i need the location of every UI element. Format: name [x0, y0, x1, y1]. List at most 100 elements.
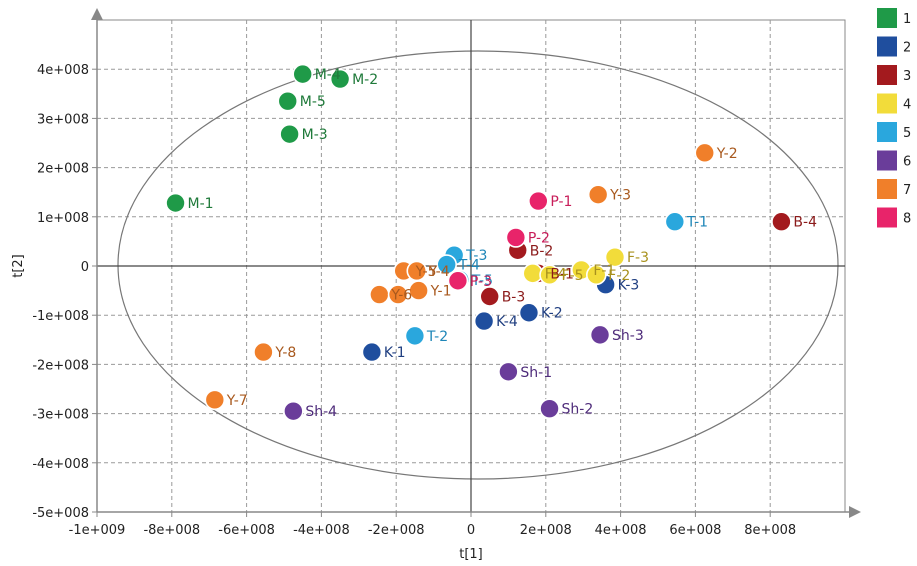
- point-label: F-4: [545, 266, 567, 282]
- y-tick-label: -3e+008: [32, 408, 89, 423]
- data-point: [473, 310, 495, 332]
- y-axis-arrow: [91, 8, 103, 20]
- legend-swatch: [877, 93, 897, 114]
- data-point: [528, 190, 549, 212]
- x-axis-arrow: [849, 506, 861, 518]
- legend-swatch: [877, 150, 897, 171]
- data-points: [165, 63, 792, 422]
- point-label: Y-1: [430, 284, 452, 300]
- y-tick-label: -5e+008: [32, 506, 89, 521]
- point-label: T-2: [426, 329, 448, 345]
- x-tick-label: 0: [467, 523, 475, 538]
- legend-label: 4: [903, 98, 911, 113]
- data-point: [387, 284, 409, 305]
- data-point: [253, 341, 274, 363]
- data-point: [498, 361, 519, 383]
- data-point: [329, 68, 351, 90]
- point-label: Sh-4: [305, 404, 337, 420]
- legend-swatch: [877, 36, 897, 57]
- data-point: [361, 341, 383, 363]
- data-point: [447, 270, 469, 292]
- tick-labels: -1e+009 -8e+008 -6e+008 -4e+008 -2e+008 0 2e+0…: [32, 63, 796, 538]
- data-point: [204, 389, 226, 411]
- point-label: Y-5: [415, 264, 437, 280]
- point-label: M-3: [302, 127, 328, 143]
- confidence-ellipse: [117, 50, 839, 480]
- point-label: B-1: [550, 266, 574, 282]
- point-label: Y-7: [226, 393, 248, 409]
- legend-swatch: [877, 65, 897, 85]
- legend: 1 2 3 4 5 6 7 8: [877, 8, 911, 228]
- point-label: K-2: [541, 306, 563, 322]
- data-point: [406, 260, 428, 282]
- data-point: [369, 284, 390, 305]
- point-label: T-1: [686, 215, 708, 231]
- data-point: [664, 211, 686, 233]
- x-tick-label: -6e+008: [218, 523, 275, 538]
- x-tick-label: 6e+008: [669, 523, 721, 538]
- point-label: F-2: [608, 268, 630, 284]
- point-label: Sh-1: [520, 365, 552, 381]
- axes: [91, 8, 861, 518]
- legend-label: 6: [903, 155, 911, 170]
- data-point: [408, 280, 429, 301]
- legend-label: 8: [903, 212, 911, 227]
- data-point: [694, 142, 716, 164]
- y-tick-label: 1e+008: [37, 211, 89, 226]
- point-label: T-3: [465, 248, 487, 264]
- legend-label: 3: [903, 69, 911, 84]
- y-tick-label: 3e+008: [37, 112, 89, 127]
- y-tick-label: 4e+008: [37, 63, 89, 78]
- y-tick-label: -1e+008: [32, 309, 89, 324]
- point-label: Y-3: [609, 188, 631, 204]
- x-axis-title: t[1]: [459, 547, 483, 562]
- data-point: [479, 286, 501, 307]
- point-label: B-2: [530, 243, 554, 259]
- y-tick-label: -4e+008: [32, 457, 89, 472]
- point-label: M-4: [315, 67, 341, 83]
- point-label: B-4: [793, 215, 817, 231]
- y-axis-title: t[2]: [11, 254, 26, 278]
- point-label: Sh-2: [562, 402, 594, 418]
- point-label: K-4: [496, 314, 518, 330]
- y-tick-label: -2e+008: [32, 358, 89, 373]
- point-label: T-4: [458, 258, 480, 274]
- data-point: [771, 211, 792, 233]
- x-tick-label: -4e+008: [293, 523, 350, 538]
- point-label: P-1: [550, 194, 572, 210]
- point-label: M-2: [352, 72, 378, 88]
- point-label: Sh-3: [612, 328, 644, 344]
- data-point: [587, 184, 609, 205]
- data-point: [165, 192, 186, 214]
- data-point: [404, 325, 426, 347]
- point-labels: M-4 M-2 M-5 M-3 M-1 K-3 K-2 K-4 K-1 B-4 B-2 B-1 B-3 F…: [188, 67, 818, 420]
- legend-label: 7: [903, 183, 911, 198]
- legend-swatch: [877, 207, 897, 228]
- data-point: [283, 400, 304, 422]
- x-tick-label: -2e+008: [368, 523, 425, 538]
- point-label: K-3: [618, 278, 640, 294]
- data-point: [539, 398, 560, 419]
- data-point: [505, 227, 527, 248]
- point-label: B-3: [502, 290, 526, 306]
- point-label: F-1: [593, 263, 615, 279]
- point-label: M-1: [188, 196, 214, 212]
- point-label: Y-8: [274, 345, 296, 361]
- point-label: T-5: [471, 273, 493, 289]
- data-point: [279, 123, 300, 145]
- data-point: [292, 63, 314, 85]
- point-label: Y-4: [428, 264, 450, 280]
- data-point: [604, 246, 626, 268]
- point-label: F-5: [562, 268, 584, 284]
- legend-swatch: [877, 8, 897, 28]
- point-label: F-3: [627, 250, 649, 266]
- x-tick-label: 8e+008: [744, 523, 796, 538]
- point-label: P-3: [470, 274, 492, 290]
- point-label: Y-2: [716, 146, 738, 162]
- point-label: Y-6: [390, 288, 412, 304]
- legend-label: 5: [903, 126, 911, 141]
- zero-lines: [97, 20, 845, 512]
- x-tick-label: -1e+009: [69, 523, 126, 538]
- legend-label: 2: [903, 41, 911, 56]
